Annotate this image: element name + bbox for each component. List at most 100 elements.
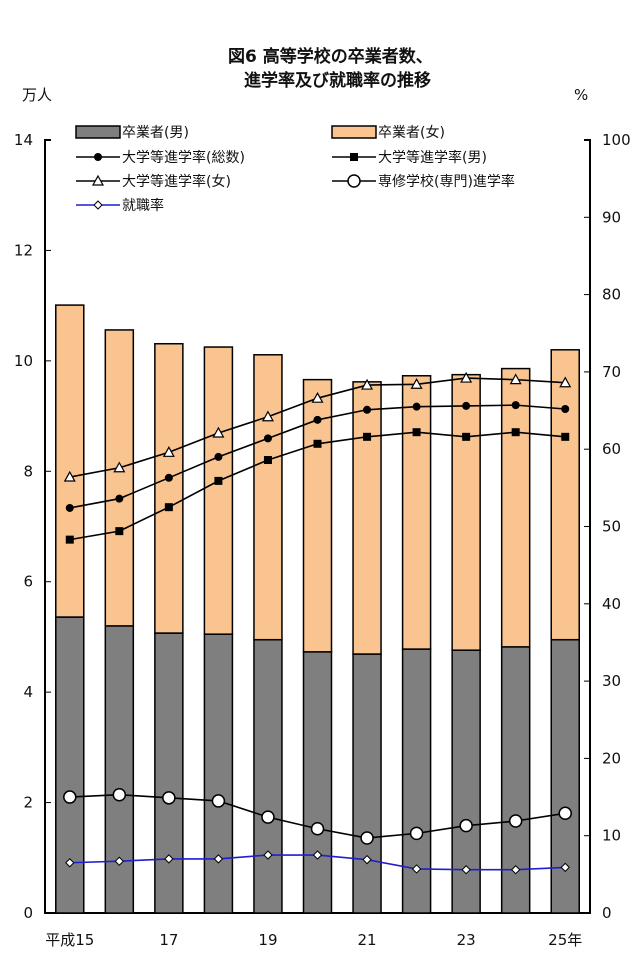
bar-female xyxy=(302,378,333,653)
x-tick-label: 25年 xyxy=(548,931,582,949)
marker-open-triangle xyxy=(509,373,522,385)
marker-open-circle xyxy=(459,818,473,833)
bar-female xyxy=(203,346,234,635)
y-right-tick-label: 100 xyxy=(602,131,631,149)
marker-open-diamond xyxy=(65,858,75,868)
x-tick-label: 23 xyxy=(457,931,476,949)
marker-open-circle xyxy=(211,794,226,808)
legend-swatch xyxy=(331,125,377,139)
bar-female xyxy=(352,381,382,655)
marker-open-triangle xyxy=(361,378,374,390)
marker-filled-square xyxy=(412,428,421,437)
marker-filled-circle xyxy=(313,415,322,424)
legend-label: 卒業者(女) xyxy=(378,124,445,141)
y-left-tick-label: 8 xyxy=(23,462,33,480)
bar-male xyxy=(203,633,234,914)
marker-filled-square xyxy=(115,527,124,536)
y-left-tick-label: 0 xyxy=(23,904,33,922)
y-left-tick-label: 14 xyxy=(14,131,33,149)
legend-label: 専修学校(専門)進学率 xyxy=(378,173,515,190)
bar-male xyxy=(104,625,135,914)
y-left-tick-label: 6 xyxy=(23,573,33,591)
bar-female xyxy=(401,375,432,650)
bar-female xyxy=(550,349,580,641)
marker-open-diamond xyxy=(510,865,521,875)
marker-open-circle xyxy=(112,787,127,802)
plot-area: 0 2 4 6 8 10 12 14 0 10 20 30 40 50 60 70 80 90 100 平成15 17 1… xyxy=(14,131,631,949)
marker-open-triangle xyxy=(91,174,105,186)
legend-label: 大学等進学率(男) xyxy=(378,149,487,166)
bar-female xyxy=(154,342,184,634)
bar-male xyxy=(55,616,85,914)
marker-filled-square xyxy=(263,456,272,465)
marker-filled-circle xyxy=(164,473,173,482)
bar-male xyxy=(302,651,333,914)
y-left-label: 万人 xyxy=(22,86,52,104)
marker-filled-circle xyxy=(462,401,471,410)
marker-filled-square xyxy=(511,428,520,437)
marker-open-triangle xyxy=(212,426,225,438)
marker-open-triangle xyxy=(63,470,76,482)
legend-swatch xyxy=(75,125,121,139)
chart-title-line1: 図6 高等学校の卒業者数、 xyxy=(228,46,433,67)
marker-filled-circle xyxy=(561,405,570,414)
y-right-tick-label: 70 xyxy=(602,363,621,381)
marker-open-diamond xyxy=(93,200,103,210)
marker-open-circle xyxy=(360,831,374,845)
y-right-tick-label: 40 xyxy=(602,595,621,613)
y-right-tick-label: 30 xyxy=(602,672,621,690)
marker-open-circle xyxy=(347,174,361,188)
y-left-tick-label: 4 xyxy=(23,683,33,701)
marker-filled-square xyxy=(214,476,223,485)
marker-filled-square xyxy=(65,535,74,544)
marker-filled-square xyxy=(561,432,570,441)
marker-filled-circle xyxy=(115,494,124,503)
marker-open-diamond xyxy=(362,854,372,865)
y-right-label: % xyxy=(574,86,588,104)
marker-open-circle xyxy=(63,790,77,804)
marker-open-triangle xyxy=(460,371,473,383)
marker-open-diamond xyxy=(114,856,125,866)
y-left-tick-label: 12 xyxy=(14,241,33,259)
marker-filled-circle xyxy=(511,401,520,410)
y-right-tick-label: 20 xyxy=(602,749,621,767)
marker-filled-square xyxy=(350,153,358,161)
marker-filled-square xyxy=(363,432,372,441)
marker-open-circle xyxy=(261,810,275,824)
marker-open-diamond xyxy=(411,864,422,874)
legend-label: 卒業者(男) xyxy=(122,125,189,141)
marker-open-diamond xyxy=(312,850,323,860)
marker-open-triangle xyxy=(261,410,274,422)
y-left-tick-label: 2 xyxy=(23,794,33,812)
bar-male xyxy=(253,638,283,914)
marker-open-circle xyxy=(409,826,424,841)
bar-male xyxy=(154,632,184,914)
marker-open-circle xyxy=(508,814,523,828)
y-right-tick-label: 90 xyxy=(602,208,621,226)
y-right-tick-label: 0 xyxy=(602,904,612,922)
bar-male xyxy=(352,653,382,914)
marker-open-diamond xyxy=(560,862,570,873)
legend-label: 大学等進学率(女) xyxy=(122,173,231,190)
chart-title-line2: 進学率及び就職率の推移 xyxy=(244,70,431,91)
marker-open-diamond xyxy=(461,865,471,875)
marker-open-diamond xyxy=(164,854,174,864)
marker-open-triangle xyxy=(559,376,572,388)
bar-female xyxy=(500,367,531,648)
marker-open-triangle xyxy=(113,461,126,473)
legend-label: 大学等進学率(総数) xyxy=(122,149,245,166)
marker-open-circle xyxy=(162,791,176,805)
y-right-tick-label: 10 xyxy=(602,827,621,845)
y-left-tick-label: 10 xyxy=(14,352,33,370)
bar-female xyxy=(55,304,85,618)
y-right-tick-label: 60 xyxy=(602,440,621,458)
legend-label: 就職率 xyxy=(122,197,164,214)
marker-open-triangle xyxy=(162,446,175,457)
legend: 卒業者(男) 卒業者(女) 大学等進学率(総数) 大学等進学率(男) 大学等進学率(女)… xyxy=(75,124,515,214)
marker-filled-circle xyxy=(263,434,272,443)
marker-filled-square xyxy=(164,503,173,512)
bar-female xyxy=(104,329,135,627)
marker-filled-circle xyxy=(214,452,223,461)
